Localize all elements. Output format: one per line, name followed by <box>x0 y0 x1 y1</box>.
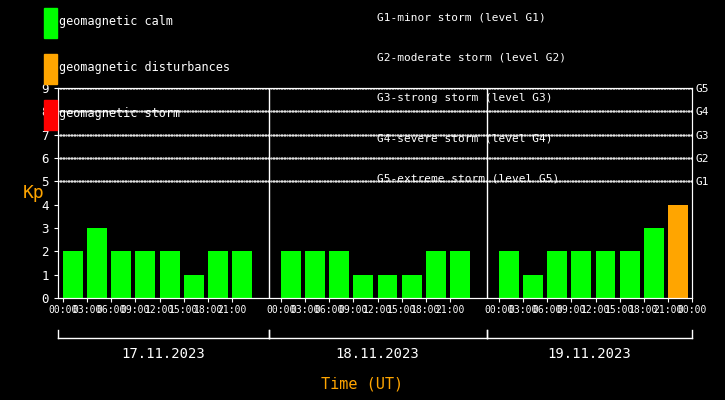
Bar <box>63 251 83 298</box>
Bar <box>208 251 228 298</box>
Bar <box>499 251 518 298</box>
Bar <box>329 251 349 298</box>
Bar <box>644 228 664 298</box>
Text: geomagnetic calm: geomagnetic calm <box>59 16 173 28</box>
Bar <box>136 251 155 298</box>
Bar <box>402 275 422 298</box>
Text: 19.11.2023: 19.11.2023 <box>547 347 631 361</box>
Bar <box>87 228 107 298</box>
Bar <box>595 251 616 298</box>
Bar <box>450 251 470 298</box>
Bar <box>620 251 639 298</box>
Text: G5-extreme storm (level G5): G5-extreme storm (level G5) <box>377 173 559 183</box>
Y-axis label: Kp: Kp <box>22 184 44 202</box>
Bar <box>426 251 446 298</box>
Text: G3-strong storm (level G3): G3-strong storm (level G3) <box>377 93 552 103</box>
Text: geomagnetic disturbances: geomagnetic disturbances <box>59 62 231 74</box>
Text: 17.11.2023: 17.11.2023 <box>122 347 205 361</box>
Bar <box>111 251 131 298</box>
Text: G1-minor storm (level G1): G1-minor storm (level G1) <box>377 13 546 23</box>
Text: Time (UT): Time (UT) <box>321 376 404 392</box>
Bar <box>547 251 567 298</box>
Text: G4-severe storm (level G4): G4-severe storm (level G4) <box>377 133 552 143</box>
Bar <box>353 275 373 298</box>
Bar <box>305 251 325 298</box>
Bar <box>378 275 397 298</box>
Text: geomagnetic storm: geomagnetic storm <box>59 108 181 120</box>
Text: G2-moderate storm (level G2): G2-moderate storm (level G2) <box>377 53 566 63</box>
Bar <box>160 251 180 298</box>
Bar <box>232 251 252 298</box>
Bar <box>571 251 591 298</box>
Text: 18.11.2023: 18.11.2023 <box>336 347 420 361</box>
Bar <box>281 251 301 298</box>
Bar <box>184 275 204 298</box>
Bar <box>523 275 543 298</box>
Bar <box>668 205 688 298</box>
